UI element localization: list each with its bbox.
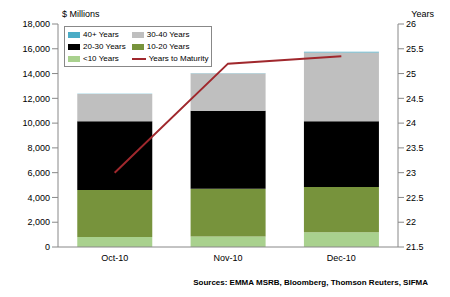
svg-text:Oct-10: Oct-10 xyxy=(101,253,128,263)
html-text:20-30 Years: 20-30 Years xyxy=(83,42,126,51)
html-text:30-40 Years: 30-40 Years xyxy=(146,30,190,39)
svg-text:21.5: 21.5 xyxy=(406,242,424,252)
svg-text:26: 26 xyxy=(406,19,416,29)
html-text:Years: Years xyxy=(411,9,434,19)
html-text:$ Millions: $ Millions xyxy=(62,9,100,19)
svg-text:14,000: 14,000 xyxy=(22,69,50,79)
svg-text:0: 0 xyxy=(45,242,50,252)
svg-text:10,000: 10,000 xyxy=(22,118,50,128)
svg-text:12,000: 12,000 xyxy=(22,94,50,104)
svg-text:22: 22 xyxy=(406,217,416,227)
svg-text:8,000: 8,000 xyxy=(27,143,50,153)
svg-text:23: 23 xyxy=(406,168,416,178)
svg-text:Dec-10: Dec-10 xyxy=(327,253,356,263)
html-text:40+ Years: 40+ Years xyxy=(83,30,119,39)
svg-text:25.5: 25.5 xyxy=(406,44,424,54)
svg-text:16,000: 16,000 xyxy=(22,44,50,54)
html-text:10-20 Years: 10-20 Years xyxy=(146,42,190,51)
html-text:Years to Maturity: Years to Maturity xyxy=(148,54,209,63)
svg-text:25: 25 xyxy=(406,69,416,79)
svg-text:6,000: 6,000 xyxy=(27,168,50,178)
svg-text:Nov-10: Nov-10 xyxy=(213,253,242,263)
svg-text:22.5: 22.5 xyxy=(406,193,424,203)
svg-text:18,000: 18,000 xyxy=(22,19,50,29)
html-text:<10 Years: <10 Years xyxy=(83,54,119,63)
svg-text:2,000: 2,000 xyxy=(27,217,50,227)
svg-text:24: 24 xyxy=(406,118,416,128)
svg-text:24.5: 24.5 xyxy=(406,94,424,104)
html-text:Sources: EMMA MSRB, Bloomberg,: Sources: EMMA MSRB, Bloomberg, Thomson R… xyxy=(193,278,428,287)
svg-text:23.5: 23.5 xyxy=(406,143,424,153)
svg-text:4,000: 4,000 xyxy=(27,193,50,203)
